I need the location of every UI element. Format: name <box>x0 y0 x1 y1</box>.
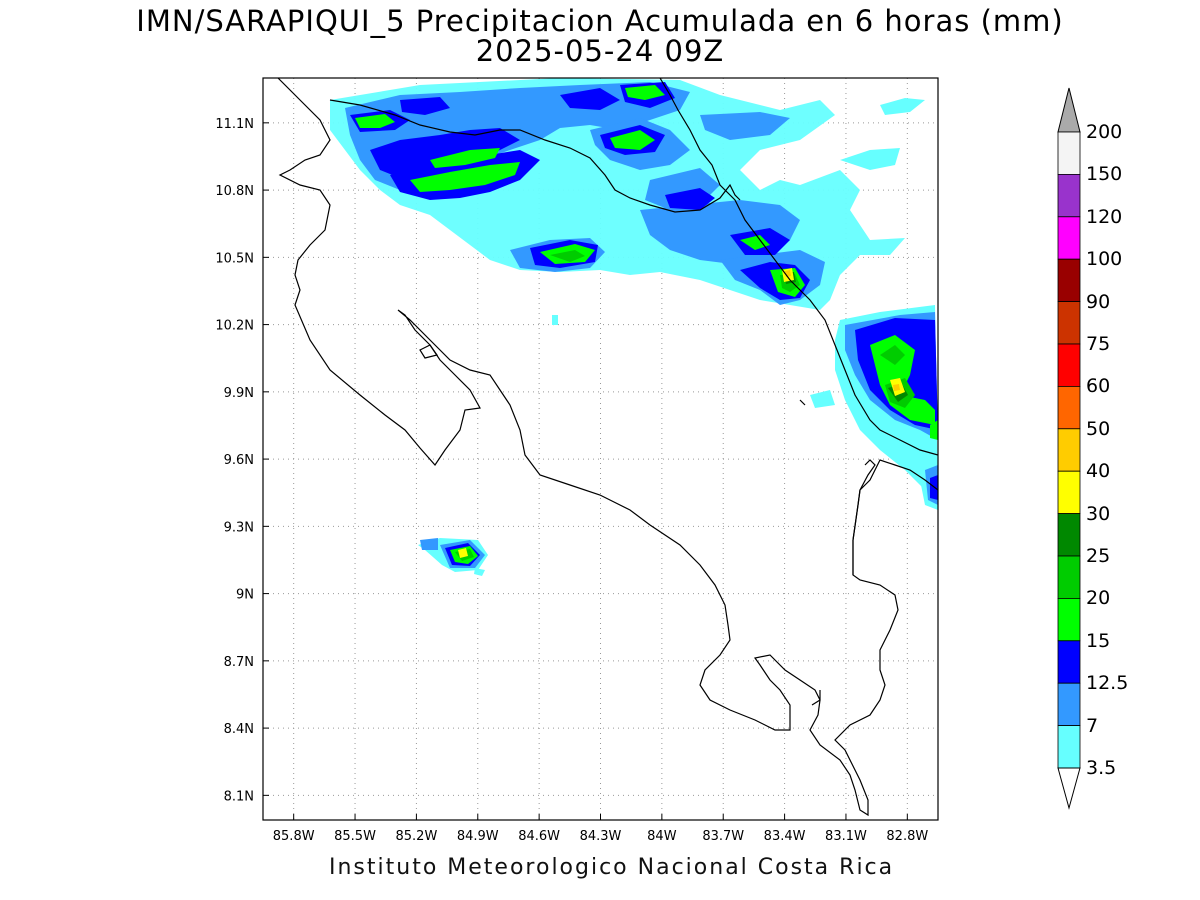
colorbar <box>1057 87 1081 810</box>
colorbar-segment <box>1057 258 1081 302</box>
colorbar-segment <box>1057 470 1081 515</box>
colorbar-segment <box>1057 385 1081 430</box>
lat-tick-label: 10.5N <box>215 251 254 266</box>
colorbar-segment <box>1057 682 1081 727</box>
lon-tick-label: 84.6W <box>518 829 560 844</box>
lon-tick-label: 84W <box>647 829 677 844</box>
footer-credit: Instituto Meteorologico Nacional Costa R… <box>329 855 895 880</box>
colorbar-label: 12.5 <box>1086 672 1129 695</box>
colorbar-segment <box>1057 131 1081 175</box>
colorbar-label: 50 <box>1086 417 1111 440</box>
lon-tick-label: 84.3W <box>580 829 622 844</box>
precipitation-field <box>277 78 938 817</box>
lon-tick-label: 85.5W <box>334 829 376 844</box>
colorbar-segment <box>1057 555 1081 599</box>
colorbar-segment <box>1057 428 1081 472</box>
colorbar-segment <box>1057 725 1081 769</box>
lon-tick-label: 83.4W <box>764 829 806 844</box>
axis-ticks <box>263 122 908 820</box>
colorbar-segment <box>1057 216 1081 260</box>
lat-tick-label: 8.4N <box>224 722 254 737</box>
colorbar-label: 90 <box>1086 290 1111 313</box>
colorbar-label: 30 <box>1086 502 1111 525</box>
colorbar-label: 20 <box>1086 587 1111 610</box>
colorbar-segment <box>1057 513 1081 557</box>
colorbar-label: 60 <box>1086 375 1111 398</box>
lat-tick-label: 11.1N <box>215 117 254 132</box>
lat-tick-label: 8.1N <box>224 789 254 804</box>
colorbar-label: 200 <box>1086 121 1123 143</box>
coastline-borders <box>277 78 938 817</box>
colorbar-label: 120 <box>1086 205 1123 228</box>
map-title: IMN/SARAPIQUI_5 Precipitacion Acumulada … <box>136 4 1064 38</box>
colorbar-label: 40 <box>1086 460 1111 483</box>
lon-tick-label: 83.7W <box>702 829 744 844</box>
longitude-tick-labels: 85.8W 85.5W 85.2W 84.9W 84.6W 84.3W 84W 83.7W 83… <box>273 829 929 844</box>
colorbar-bottom-arrow <box>1057 767 1081 810</box>
colorbar-segment <box>1057 640 1081 684</box>
colorbar-top-arrow <box>1057 87 1081 133</box>
colorbar-segment <box>1057 598 1081 642</box>
lon-tick-label: 85.2W <box>396 829 438 844</box>
lon-tick-label: 85.8W <box>273 829 315 844</box>
colorbar-segment <box>1057 174 1081 218</box>
lat-tick-label: 8.7N <box>224 655 254 670</box>
colorbar-label: 25 <box>1086 545 1111 567</box>
colorbar-label: 100 <box>1086 248 1123 271</box>
lon-tick-label: 82.8W <box>886 829 928 844</box>
lon-tick-label: 83.1W <box>825 829 867 844</box>
colorbar-label: 75 <box>1086 333 1111 355</box>
lat-tick-label: 10.2N <box>215 319 254 334</box>
lat-tick-label: 9.3N <box>224 520 254 535</box>
lat-tick-label: 9.6N <box>224 453 254 468</box>
map-valid-time: 2025-05-24 09Z <box>475 34 725 68</box>
colorbar-label: 7 <box>1086 714 1099 737</box>
latitude-tick-labels: 11.1N 10.8N 10.5N 10.2N 9.9N 9.6N 9.3N 9N 8.7N 8.… <box>215 117 254 805</box>
lat-tick-label: 9N <box>236 588 254 603</box>
lon-tick-label: 84.9W <box>457 829 499 844</box>
lat-tick-label: 9.9N <box>224 386 254 401</box>
colorbar-label: 15 <box>1086 629 1111 652</box>
lat-tick-label: 10.8N <box>215 184 254 199</box>
colorbar-segment <box>1057 301 1081 345</box>
colorbar-label: 150 <box>1086 163 1123 186</box>
colorbar-segment <box>1057 343 1081 387</box>
colorbar-label: 3.5 <box>1086 757 1117 779</box>
